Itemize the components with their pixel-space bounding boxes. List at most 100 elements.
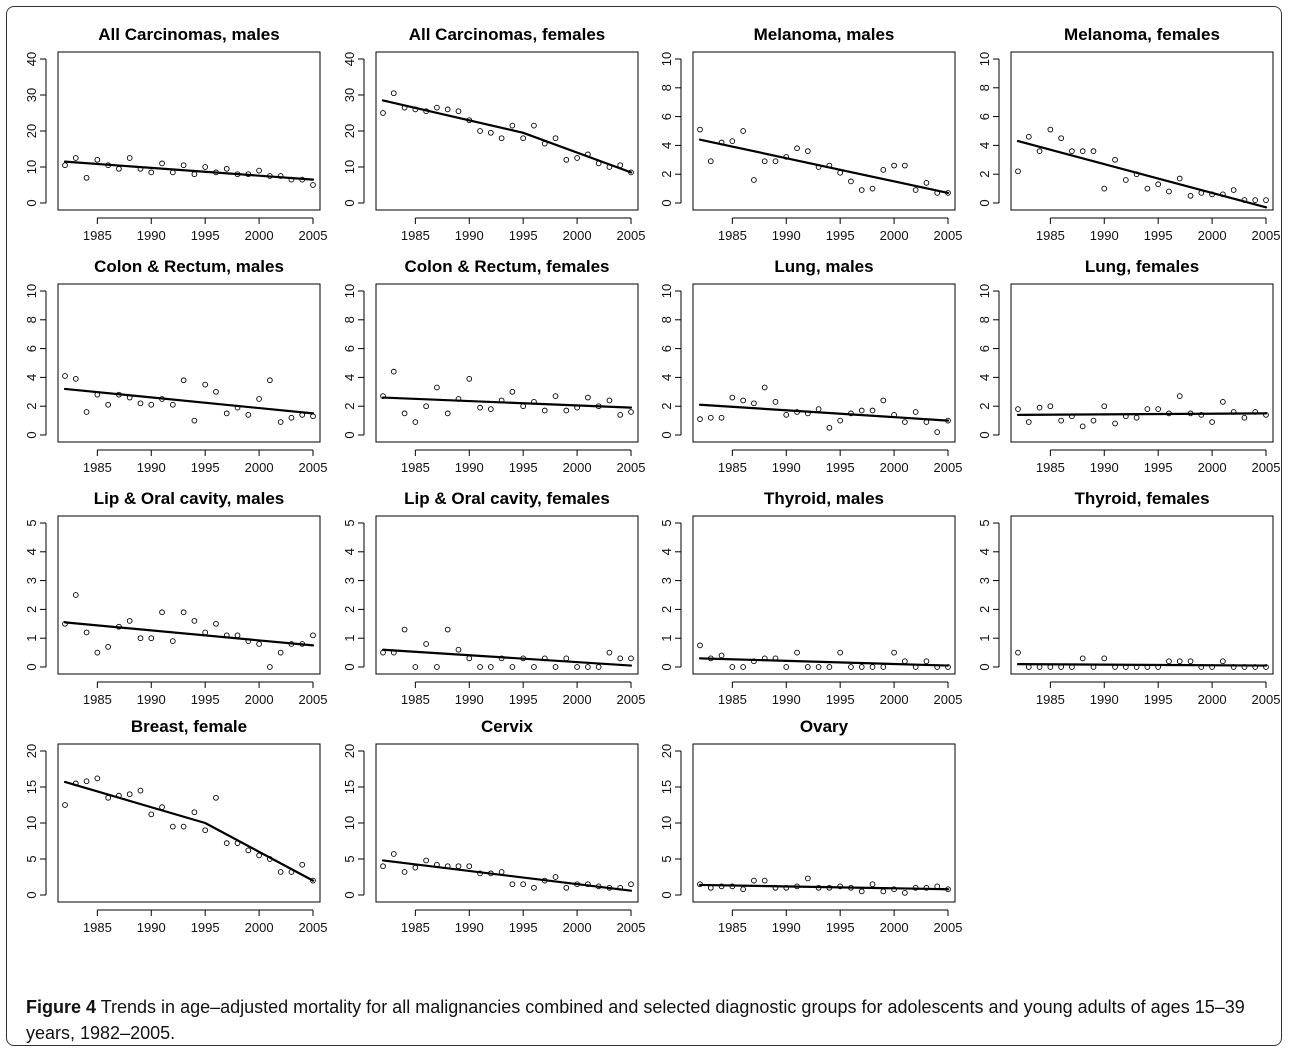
data-point	[826, 664, 833, 670]
x-tick-label: 2000	[1198, 460, 1227, 475]
panel-title: Lung, males	[774, 257, 873, 276]
y-tick-label: 0	[977, 663, 992, 670]
x-tick-label: 1990	[455, 920, 484, 935]
data-point	[617, 655, 624, 662]
data-point	[466, 863, 473, 870]
chart-panel: Cervix 0 5 10 15 20 1985 1990 1995 2000 2005	[342, 717, 645, 935]
x-tick-label: 2000	[880, 228, 909, 243]
x-tick-label: 2005	[1252, 692, 1281, 707]
y-tick-label: 40	[24, 52, 39, 66]
data-point	[848, 178, 854, 185]
y-tick-label: 0	[342, 199, 357, 206]
data-point	[401, 626, 408, 633]
data-point	[520, 881, 527, 888]
x-tick-label: 1995	[191, 692, 220, 707]
data-point	[794, 145, 800, 152]
data-point	[1144, 185, 1151, 192]
x-tick-label: 1995	[1144, 460, 1173, 475]
data-point	[487, 406, 494, 412]
x-tick-label: 1990	[137, 692, 166, 707]
data-point	[62, 373, 68, 379]
y-tick-label: 0	[659, 663, 674, 670]
data-point	[191, 417, 198, 424]
data-point	[455, 646, 462, 653]
data-point	[1058, 135, 1064, 142]
data-point	[552, 135, 559, 142]
data-point	[934, 429, 941, 435]
trend-line	[63, 160, 315, 181]
data-point	[412, 864, 419, 871]
data-point	[1166, 658, 1172, 665]
plot-frame	[1010, 283, 1274, 443]
data-point	[1036, 148, 1043, 155]
data-point	[1155, 406, 1162, 412]
y-tick-label: 10	[24, 816, 39, 830]
data-point	[159, 160, 165, 167]
data-point	[595, 664, 602, 670]
plot-frame	[57, 51, 321, 211]
data-point	[116, 165, 122, 172]
data-point	[563, 407, 570, 414]
data-point	[902, 658, 908, 665]
data-point	[288, 414, 295, 421]
x-tick-label: 1985	[401, 460, 430, 475]
data-point	[1015, 406, 1021, 412]
data-point	[105, 401, 111, 408]
data-point	[891, 162, 897, 169]
data-point	[83, 629, 90, 636]
y-tick-label: 0	[659, 199, 674, 206]
panel-title: Colon & Rectum, females	[405, 257, 610, 276]
chart-panel: Lung, males 0 2 4 6 8 10 1985 1990 1995 2000 2005	[659, 257, 962, 475]
data-point	[498, 135, 505, 142]
data-point	[509, 388, 516, 395]
data-point	[804, 875, 811, 882]
y-tick-label: 8	[342, 316, 357, 323]
data-point	[617, 411, 624, 418]
y-tick-label: 10	[659, 52, 674, 66]
data-point	[466, 655, 473, 662]
plot-frame	[57, 515, 321, 675]
data-point	[1101, 403, 1108, 410]
data-point	[1112, 420, 1118, 427]
x-tick-label: 1985	[401, 692, 430, 707]
data-point	[751, 177, 757, 183]
data-point	[880, 167, 887, 173]
trend-line	[381, 859, 633, 892]
data-point	[1047, 126, 1054, 133]
y-tick-label: 15	[24, 780, 39, 794]
data-point	[444, 626, 451, 633]
trend-line	[1016, 663, 1268, 667]
chart-panel: Thyroid, females 0 1 2 3 4 5 1985 1990 1995 2000 20…	[977, 489, 1280, 707]
data-point	[202, 827, 209, 834]
data-point	[509, 881, 516, 888]
data-point	[869, 407, 876, 414]
data-point	[213, 794, 219, 801]
data-point	[1176, 393, 1183, 399]
data-point	[628, 409, 634, 415]
data-point	[148, 635, 155, 642]
data-point	[213, 388, 219, 395]
data-point	[180, 823, 187, 830]
y-tick-label: 4	[977, 142, 992, 149]
data-point	[256, 396, 262, 402]
data-point	[202, 164, 209, 170]
x-tick-label: 1985	[1036, 460, 1065, 475]
x-tick-label: 2000	[245, 460, 274, 475]
trend-line	[698, 403, 950, 422]
plot-frame	[1010, 51, 1274, 211]
data-point	[1090, 417, 1097, 424]
y-tick-label: 0	[24, 431, 39, 438]
plot-frame	[692, 515, 956, 675]
x-tick-label: 1990	[772, 228, 801, 243]
x-tick-label: 2005	[299, 228, 328, 243]
figure-label: Figure 4	[26, 997, 97, 1017]
data-point	[606, 649, 613, 656]
chart-panel: Ovary 0 5 10 15 20 1985 1990 1995 2000 2005	[659, 717, 962, 935]
x-tick-label: 1985	[401, 920, 430, 935]
y-tick-label: 0	[24, 663, 39, 670]
data-point	[245, 411, 252, 418]
data-point	[783, 664, 790, 670]
data-point	[606, 397, 613, 404]
y-tick-label: 8	[977, 84, 992, 91]
data-point	[148, 401, 155, 408]
